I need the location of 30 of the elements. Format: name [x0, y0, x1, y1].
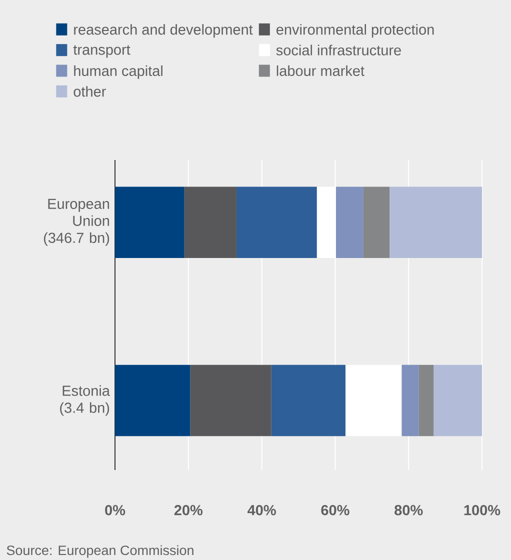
- bar: [236, 186, 317, 258]
- bar: [190, 364, 272, 436]
- x-tick-label: 20%: [174, 505, 203, 516]
- x-tick-label: 100%: [464, 505, 500, 516]
- y-tick-label: European Union (346.7 bn): [44, 198, 110, 246]
- legend-label: other: [74, 86, 106, 97]
- bar: [418, 364, 434, 436]
- bar: [363, 186, 390, 258]
- bar: [402, 364, 419, 436]
- bar: [316, 186, 336, 258]
- bar: [271, 364, 346, 436]
- x-tick-label: 60%: [321, 505, 350, 516]
- bar: [336, 186, 364, 258]
- x-tick-label: 0%: [105, 505, 126, 516]
- bar: [184, 186, 236, 258]
- bar: [390, 186, 482, 258]
- bar: [345, 364, 402, 436]
- bar: [114, 186, 184, 258]
- bar: [434, 364, 482, 436]
- legend-label: human capital: [74, 65, 162, 79]
- source-note: Source: European Commission: [6, 545, 194, 558]
- legend-label: transport: [73, 45, 130, 58]
- y-tick-label: Estonia (3.4 bn): [60, 385, 110, 416]
- legend-label: reasearch and development: [74, 24, 253, 38]
- x-tick-label: 80%: [394, 505, 423, 516]
- legend-label: environmental protection: [276, 24, 434, 38]
- legend-label: labour market: [276, 65, 364, 76]
- bar: [114, 364, 190, 436]
- legend-label: social infrastructure: [276, 44, 401, 56]
- x-tick-label: 40%: [248, 505, 276, 516]
